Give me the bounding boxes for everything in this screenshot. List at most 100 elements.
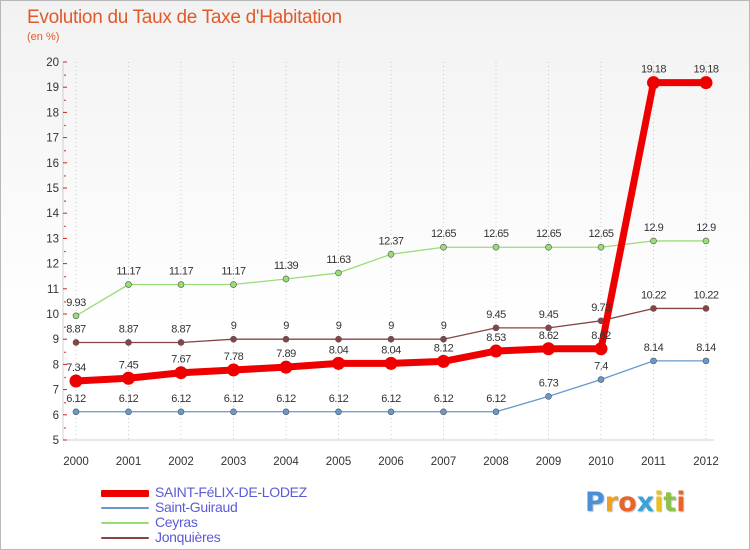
data-point: [387, 408, 395, 416]
data-point: [72, 408, 80, 416]
y-tick-label: 16: [46, 158, 59, 170]
proxiti-logo: Proxiti: [585, 487, 686, 518]
data-label: 6.12: [224, 393, 244, 405]
data-point: [702, 357, 710, 365]
data-label: 9.73: [591, 302, 611, 314]
data-point: [650, 305, 657, 312]
data-label: 6.12: [329, 393, 349, 405]
data-point: [647, 76, 660, 90]
y-tick-label: 14: [46, 208, 59, 220]
data-point: [597, 376, 605, 383]
data-label: 11.39: [274, 260, 299, 272]
data-point: [177, 281, 185, 288]
data-point: [125, 281, 132, 288]
data-label: 8.62: [539, 330, 559, 342]
y-tick-label: 9: [53, 334, 59, 346]
data-label: 9: [388, 320, 394, 332]
data-point: [279, 360, 293, 374]
data-point: [230, 335, 237, 343]
y-minor-tick: [64, 301, 66, 303]
data-point: [282, 408, 290, 416]
data-label: 9.45: [539, 309, 559, 321]
x-tick-label: 2003: [221, 456, 247, 468]
data-label: 9: [283, 320, 289, 332]
legend-swatch: [101, 522, 149, 524]
x-tick-label: 2009: [536, 456, 562, 468]
y-tick-label: 13: [46, 233, 59, 245]
data-point: [545, 393, 552, 400]
data-point: [335, 335, 342, 343]
y-minor-tick: [64, 225, 66, 228]
x-tick-label: 2010: [588, 456, 614, 468]
y-minor-tick: [64, 175, 66, 177]
data-point: [699, 76, 713, 90]
y-minor-tick: [64, 376, 66, 379]
data-label: 9.93: [66, 297, 86, 309]
x-tick-label: 2001: [116, 456, 142, 468]
data-label: 7.78: [224, 351, 244, 363]
data-point: [387, 335, 395, 343]
legend-label: SAINT-FéLIX-DE-LODEZ: [155, 484, 307, 500]
data-label: 8.87: [119, 323, 139, 335]
data-point: [335, 269, 342, 277]
data-point: [387, 250, 395, 258]
data-label: 11.63: [326, 254, 351, 266]
data-point: [72, 312, 80, 320]
data-point: [440, 408, 447, 416]
data-label: 8.04: [381, 344, 401, 356]
y-minor-tick: [64, 326, 66, 328]
y-minor-tick: [64, 250, 66, 253]
y-minor-tick: [64, 401, 66, 404]
x-tick-label: 2005: [326, 456, 352, 468]
data-point: [174, 366, 188, 380]
data-label: 7.4: [594, 361, 608, 373]
data-label: 8.87: [66, 323, 86, 335]
data-label: 7.34: [66, 362, 86, 374]
data-label: 6.12: [486, 393, 506, 405]
data-label: 12.65: [483, 228, 508, 240]
data-label: 9.45: [486, 309, 506, 321]
y-tick-label: 8: [53, 359, 59, 371]
data-point: [384, 356, 398, 370]
data-point: [545, 243, 552, 251]
y-minor-tick: [64, 74, 66, 76]
data-label: 12.65: [431, 228, 456, 240]
legend-label: Saint-Guiraud: [155, 499, 238, 515]
logo-letter: o: [618, 487, 637, 518]
legend-label: Jonquières: [155, 529, 221, 545]
x-tick-label: 2012: [693, 456, 719, 468]
data-point: [594, 342, 608, 356]
logo-letter: t: [663, 487, 677, 518]
data-label: 6.12: [276, 393, 296, 405]
data-point: [122, 371, 135, 385]
legend-swatch: [101, 507, 149, 509]
data-point: [650, 237, 657, 245]
data-point: [335, 408, 342, 416]
data-label: 9: [231, 320, 237, 332]
data-point: [177, 339, 185, 346]
data-label: 12.65: [588, 228, 613, 240]
data-point: [282, 335, 290, 343]
data-point: [332, 356, 345, 370]
y-tick-label: 7: [53, 385, 59, 397]
data-label: 11.17: [116, 266, 141, 278]
y-minor-tick: [64, 99, 66, 102]
y-tick-label: 6: [53, 410, 59, 422]
y-tick-label: 17: [46, 133, 59, 145]
logo-letter: P: [585, 487, 605, 518]
data-point: [177, 408, 185, 416]
y-tick-label: 11: [47, 284, 59, 296]
x-tick-label: 2004: [273, 456, 299, 468]
data-point: [69, 374, 83, 388]
data-label: 6.12: [171, 393, 191, 405]
logo-letter: i: [676, 487, 686, 518]
data-label: 8.04: [329, 344, 349, 356]
x-tick-label: 2000: [63, 456, 89, 468]
data-label: 9: [336, 320, 342, 332]
logo-letter: x: [636, 487, 655, 518]
data-label: 12.9: [696, 222, 716, 234]
data-label: 12.9: [644, 222, 664, 234]
data-point: [489, 344, 503, 358]
data-point: [597, 243, 605, 251]
